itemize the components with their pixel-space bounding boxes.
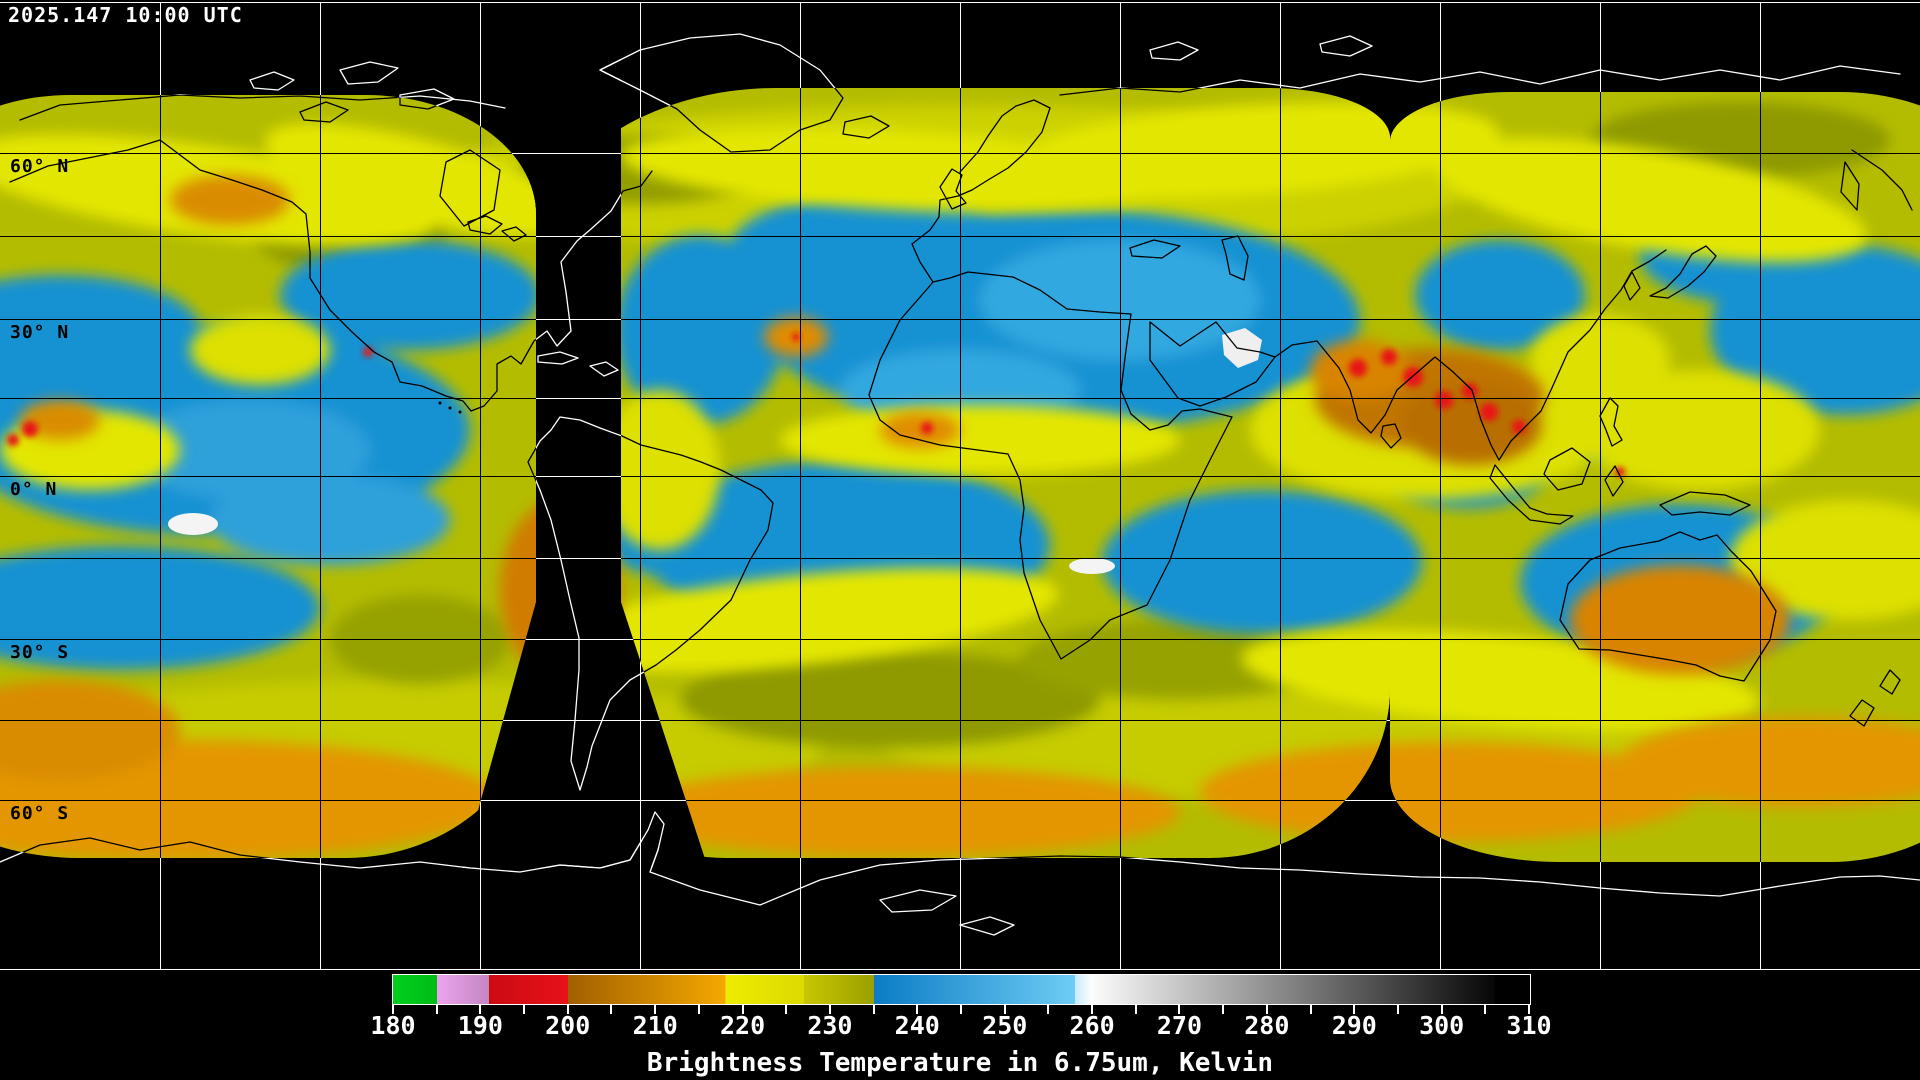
colorbar-tick <box>1178 1005 1181 1014</box>
colorbar-tick <box>1353 1005 1356 1014</box>
latitude-label: 60° N <box>10 156 70 177</box>
colorbar-tick <box>1003 1005 1006 1014</box>
colorbar-tick-label: 270 <box>1156 1011 1203 1040</box>
colorbar-tick <box>872 1005 875 1014</box>
colorbar-tick <box>741 1005 744 1014</box>
colorbar-tick <box>960 1005 962 1014</box>
colorbar-tick <box>654 1005 657 1014</box>
world-satellite-map <box>0 0 1920 972</box>
colorbar-tick <box>1396 1005 1399 1014</box>
colorbar-tick <box>1440 1005 1443 1014</box>
colorbar-tick <box>1047 1005 1050 1014</box>
colorbar-tick-labels: 180 190 200 210 220 230 240 250 260 270 280 290 300 3… <box>370 1011 1551 1041</box>
colorbar-tick <box>785 1005 788 1014</box>
colorbar-tick-label: 220 <box>719 1011 766 1040</box>
hawaii-islands <box>438 401 462 414</box>
colorbar-tick <box>1091 1005 1094 1014</box>
satellite-data-layer <box>0 88 1920 862</box>
colorbar-tick <box>392 1005 394 1014</box>
colorbar-tick <box>828 1005 831 1014</box>
colorbar-tick <box>479 1005 482 1014</box>
colorbar-tick-label: 200 <box>545 1011 591 1040</box>
latitude-label: 30° S <box>10 642 70 663</box>
graticule-over-data <box>0 88 1920 862</box>
colorbar-tick <box>523 1005 526 1014</box>
colorbar-tick-label: 300 <box>1419 1011 1465 1040</box>
colorbar-ticks <box>392 1005 1530 1015</box>
colorbar-tick-label: 310 <box>1506 1011 1552 1040</box>
colorbar-tick <box>1222 1005 1225 1014</box>
colorbar-tick-label: 260 <box>1069 1011 1115 1040</box>
colorbar-tick <box>435 1005 438 1014</box>
colorbar-tick <box>1528 1005 1530 1014</box>
colorbar-title: Brightness Temperature in 6.75um, Kelvin <box>646 1048 1274 1078</box>
colorbar-tick <box>916 1005 919 1014</box>
colorbar-tick-label: 210 <box>632 1011 678 1040</box>
colorbar-tick <box>610 1005 613 1014</box>
colorbar-tick <box>1265 1005 1268 1014</box>
colorbar-tick <box>697 1005 700 1014</box>
colorbar-tick-label: 290 <box>1331 1011 1377 1040</box>
colorbar-tick-label: 250 <box>982 1011 1028 1040</box>
colorbar-tick-label: 180 <box>370 1011 416 1040</box>
colorbar-tick <box>1484 1005 1487 1014</box>
colorbar-tick <box>1309 1005 1312 1014</box>
colorbar-tick <box>1134 1005 1137 1014</box>
colorbar-tick-label: 190 <box>457 1011 503 1040</box>
colorbar-tick-label: 240 <box>894 1011 940 1040</box>
colorbar-gradient <box>392 974 1531 1005</box>
overshooting-top-white-spots <box>168 328 1262 574</box>
latitude-label: 60° S <box>10 803 70 824</box>
latitude-label: 30° N <box>10 322 70 343</box>
colorbar-tick <box>566 1005 569 1014</box>
latitude-label: 0° N <box>10 479 58 500</box>
colorbar-tick-label: 230 <box>807 1011 853 1040</box>
colorbar-tick-label: 280 <box>1244 1011 1290 1040</box>
